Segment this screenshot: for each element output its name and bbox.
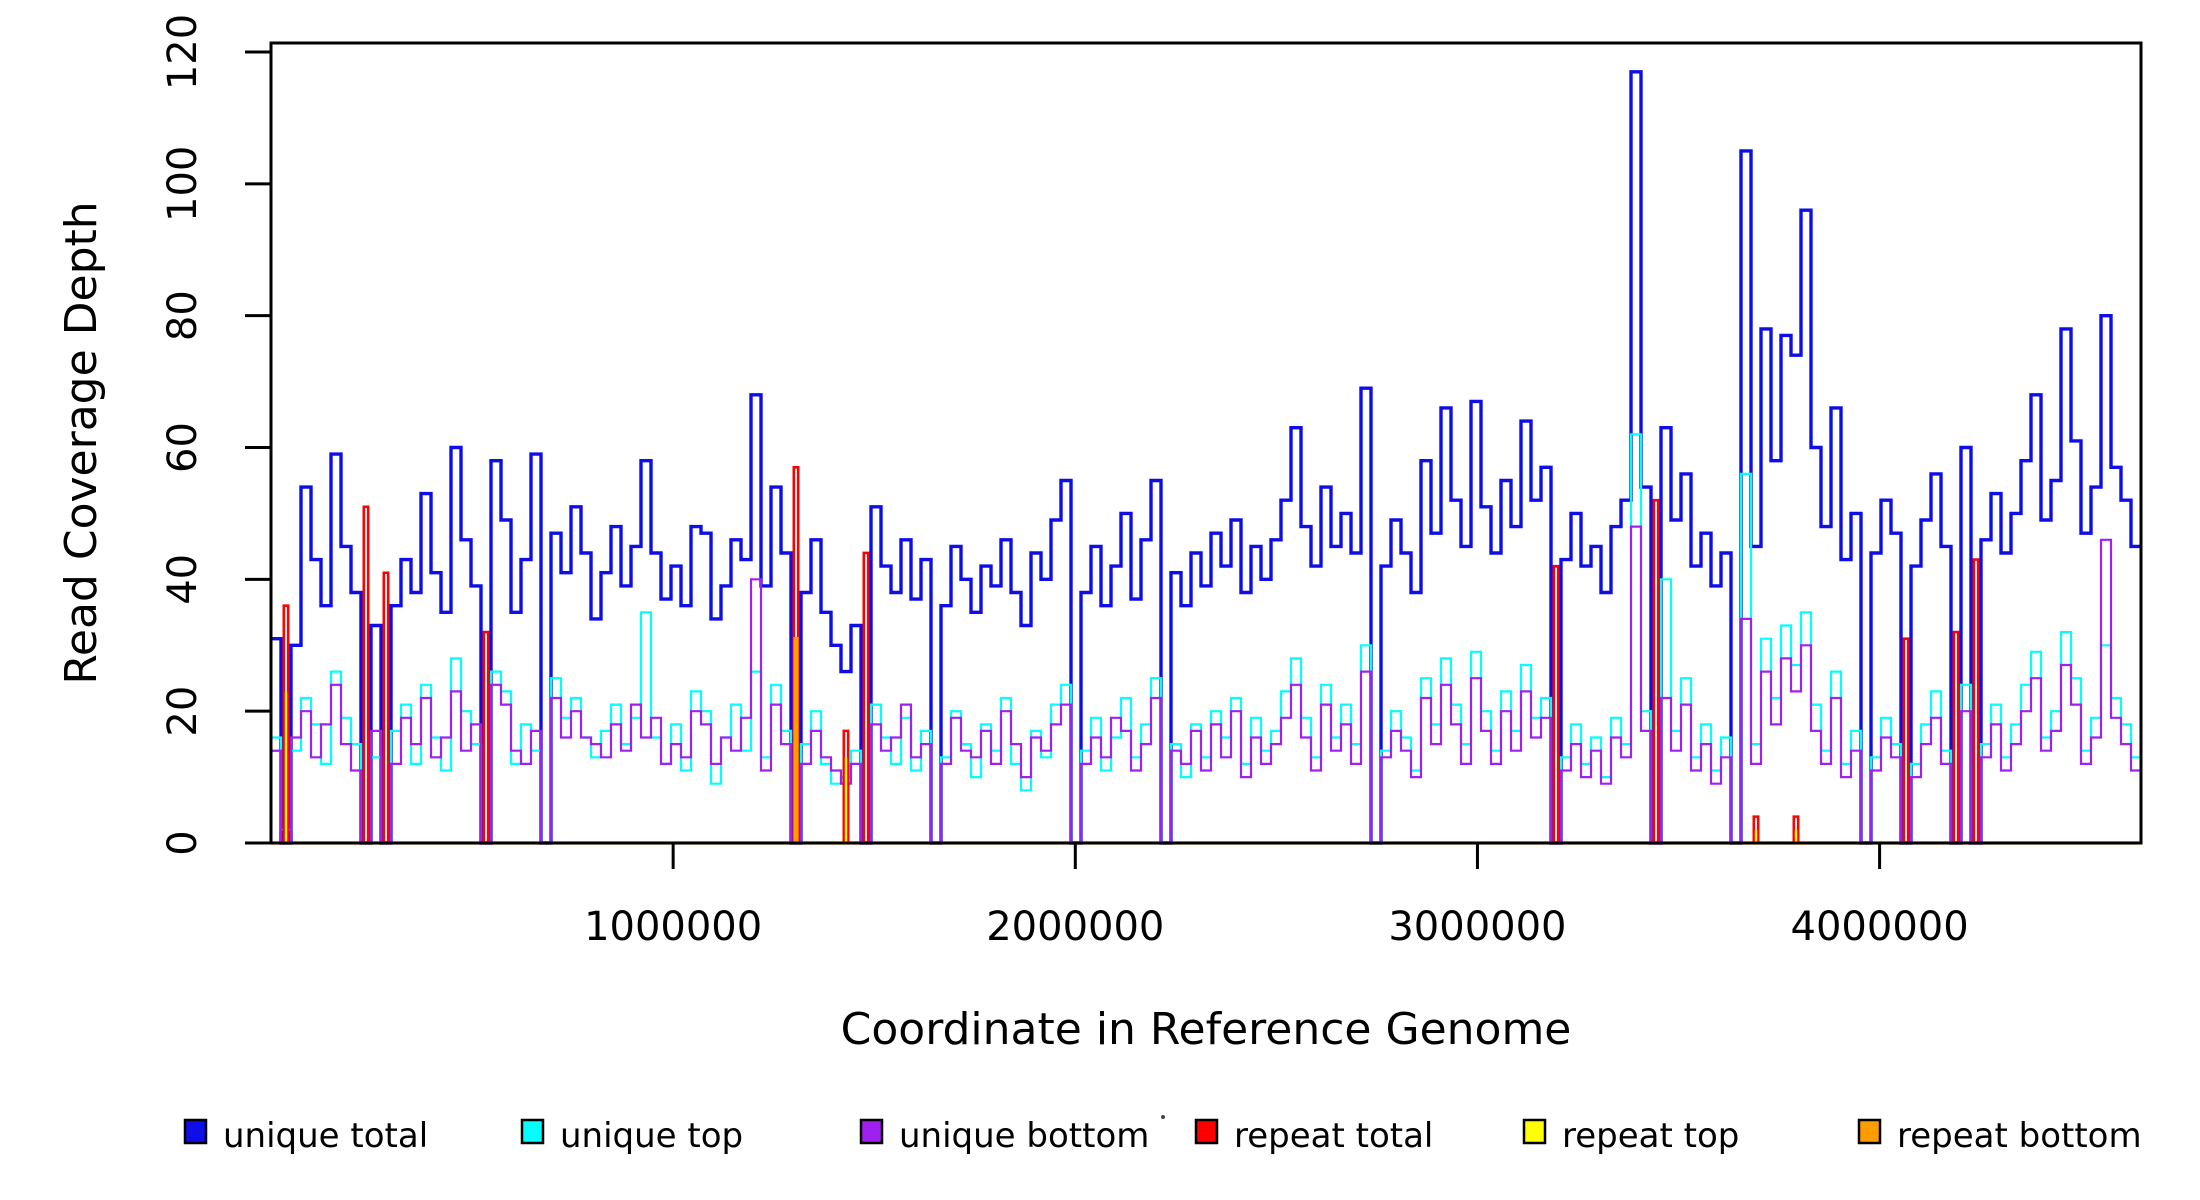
series-layer [271, 70, 2141, 845]
x-tick-label: 3000000 [1388, 904, 1566, 950]
legend-label-unique-top: unique top [560, 1116, 743, 1156]
spike-repeat_total [1752, 815, 1760, 843]
series-unique_total [271, 70, 2141, 845]
spike-repeat_total [1792, 815, 1800, 843]
y-tick-label: 20 [160, 686, 206, 737]
series-unique_bottom [271, 525, 2141, 845]
spike-repeat_total [1552, 564, 1560, 843]
y-tick-label: 120 [160, 14, 206, 90]
spike-repeat_total [382, 571, 390, 843]
x-tick-label: 2000000 [986, 904, 1164, 950]
legend-swatch-unique-bottom [859, 1118, 884, 1145]
spike-repeat_total [1652, 498, 1660, 843]
x-tick-label: 1000000 [584, 904, 762, 950]
spike-repeat_total [1972, 558, 1980, 843]
legend-item-unique-top: unique top [520, 1116, 743, 1156]
spike-repeat_total [862, 551, 870, 843]
x-tick-label: 4000000 [1791, 904, 1969, 950]
legend-label-repeat-bottom: repeat bottom [1897, 1116, 2142, 1156]
legend-label-repeat-total: repeat total [1234, 1116, 1433, 1156]
legend-swatch-unique-top [520, 1118, 545, 1145]
legend-label-unique-bottom: unique bottom [899, 1116, 1149, 1156]
spike-repeat_total [1952, 630, 1960, 843]
y-tick-label: 40 [160, 554, 206, 605]
spike-repeat_total [282, 604, 290, 843]
y-axis-title: Read Coverage Depth [56, 201, 107, 684]
legend-item-repeat-bottom: repeat bottom [1857, 1116, 2142, 1156]
legend-label-unique-total: unique total [223, 1116, 428, 1156]
legend-swatch-repeat-total [1194, 1118, 1219, 1145]
legend-label-repeat-top: repeat top [1562, 1116, 1739, 1156]
legend-swatch-repeat-bottom [1857, 1118, 1882, 1145]
legend: unique total unique top unique bottom re… [183, 1115, 2142, 1156]
legend-item-repeat-top: repeat top [1522, 1116, 1739, 1156]
y-tick-label: 80 [160, 290, 206, 341]
y-tick-label: 60 [160, 422, 206, 473]
legend-swatch-repeat-top [1522, 1118, 1547, 1145]
y-tick-label: 100 [160, 146, 206, 222]
spike-repeat_bottom [793, 637, 799, 843]
legend-swatch-unique-total [183, 1118, 208, 1145]
y-tick-label: 0 [160, 830, 206, 855]
legend-item-unique-bottom: unique bottom [859, 1116, 1149, 1156]
stray-dot-artifact [1161, 1115, 1165, 1119]
spike-repeat_total [1902, 637, 1910, 843]
legend-item-repeat-total: repeat total [1194, 1116, 1433, 1156]
spike-repeat_total [842, 729, 850, 843]
plot-box [269, 41, 2143, 845]
spike-repeat_total [482, 630, 490, 843]
spike-repeat_total [362, 505, 370, 843]
axis-ticks: 0 20 40 60 80 100 120 1000000 2000000 3000000 4000… [160, 14, 1969, 950]
x-axis-title: Coordinate in Reference Genome [841, 1004, 1572, 1055]
legend-item-unique-total: unique total [183, 1116, 428, 1156]
plot-frame [269, 41, 2143, 845]
